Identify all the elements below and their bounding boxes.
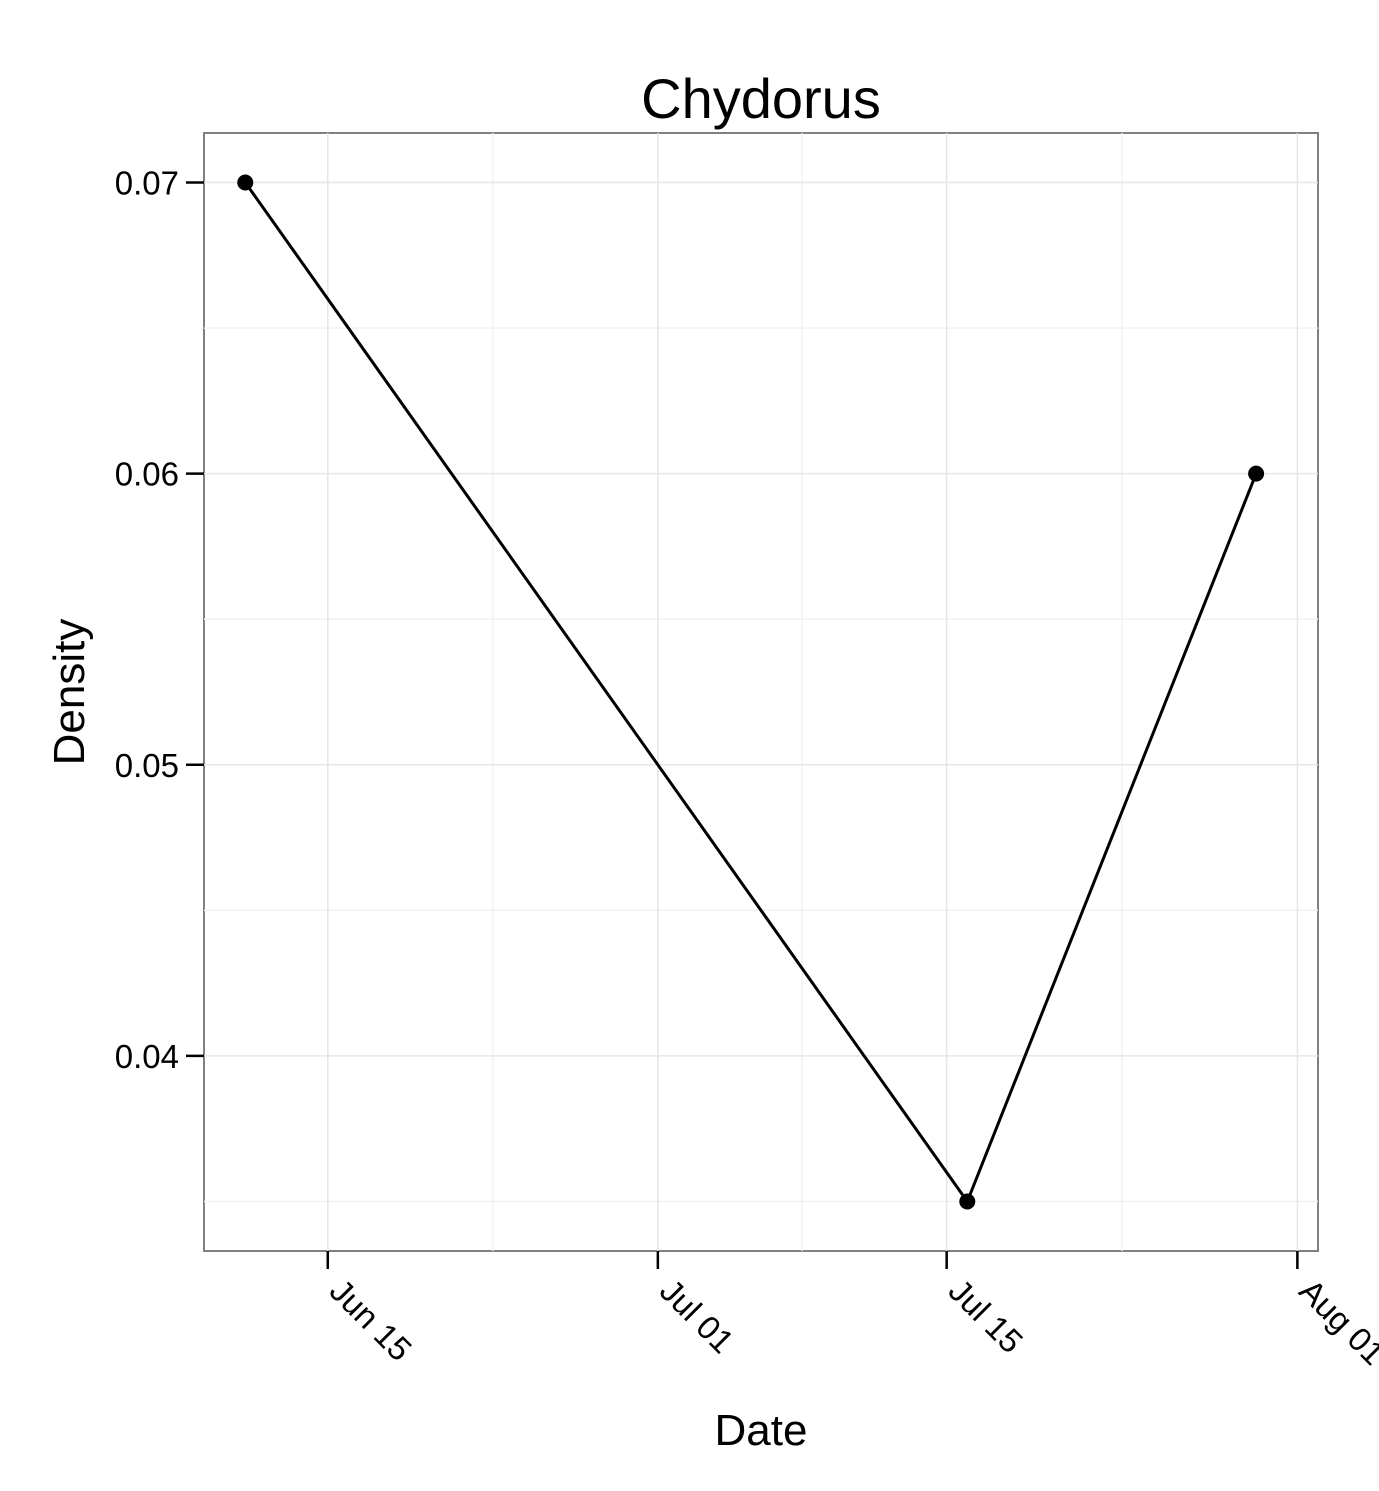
x-tick-label: Jun 15 <box>323 1272 419 1368</box>
x-tick-label: Jul 01 <box>653 1272 741 1360</box>
y-tick-label: 0.06 <box>115 456 179 493</box>
y-tick-label: 0.04 <box>115 1038 179 1075</box>
y-tick-label: 0.07 <box>115 164 179 201</box>
y-axis: 0.04 0.05 0.06 0.07 <box>115 164 204 1075</box>
y-tick-label: 0.05 <box>115 747 179 784</box>
chart-title: Chydorus <box>641 67 881 130</box>
grid-minor <box>204 133 1318 1251</box>
data-point <box>1248 465 1265 482</box>
series-layer <box>237 174 1265 1210</box>
data-point <box>959 1193 976 1210</box>
x-tick-label: Jul 15 <box>942 1272 1030 1360</box>
x-axis: Jun 15 Jul 01 Jul 15 Aug 01 <box>323 1251 1379 1372</box>
grid-major <box>204 133 1318 1251</box>
data-point <box>237 174 254 191</box>
y-axis-title: Density <box>45 619 94 766</box>
plot-panel <box>203 132 1319 1252</box>
x-tick-label: Aug 01 <box>1292 1272 1379 1372</box>
x-axis-title: Date <box>715 1406 808 1455</box>
